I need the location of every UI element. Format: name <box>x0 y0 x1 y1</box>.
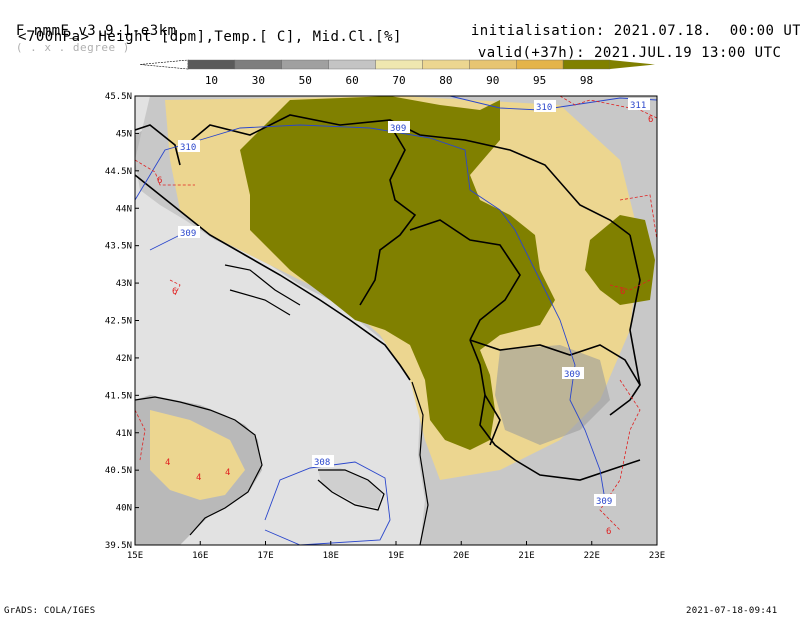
country-borders <box>134 114 641 481</box>
valid-time: valid(+37h): 2021.JUL.19 13:00 UTC <box>460 29 781 61</box>
lat-tick-label: 43N <box>116 279 132 289</box>
temp-label: 4 <box>196 473 201 483</box>
lat-tick-label: 45.5N <box>105 92 132 102</box>
lat-tick-label: 42.5N <box>105 317 132 327</box>
svg-text:310: 310 <box>180 143 196 153</box>
lat-tick-label: 39.5N <box>105 541 132 551</box>
svg-text:310: 310 <box>536 103 552 113</box>
height-label: 309 <box>594 494 616 507</box>
temp-label: 6 <box>606 527 611 537</box>
temperature-contours <box>134 95 658 531</box>
height-label: 308 <box>312 455 334 468</box>
plot-timestamp: 2021-07-18-09:41 <box>686 606 778 616</box>
longitude-axis: 15E 16E 17E 18E 19E 20E 21E 22E 23E <box>127 541 665 561</box>
salento-land <box>318 468 382 508</box>
colorbar-level-label: 80 <box>439 74 452 87</box>
temp-label: 6 <box>620 287 625 297</box>
lat-tick-label: 43.5N <box>105 242 132 252</box>
height-label: 309 <box>178 226 200 239</box>
svg-text:309: 309 <box>564 370 580 380</box>
temperature-contour-labels: 6 6 6 6 4 4 4 6 <box>157 115 653 537</box>
lat-tick-label: 44N <box>116 204 132 214</box>
lat-tick-label: 44.5N <box>105 167 132 177</box>
lon-tick-label: 22E <box>584 551 600 561</box>
cloud-band-italy <box>150 410 245 500</box>
colorbar-level-label: 90 <box>486 74 499 87</box>
height-label: 309 <box>562 367 584 380</box>
lat-tick-label: 45N <box>116 129 132 139</box>
colorbar-legend: 10 30 50 60 70 80 90 95 98 <box>140 59 655 87</box>
colorbar-level-label: 50 <box>299 74 312 87</box>
colorbar-level-label: 60 <box>345 74 358 87</box>
lon-tick-label: 16E <box>192 551 208 561</box>
temp-label: 6 <box>172 287 177 297</box>
lon-tick-label: 21E <box>518 551 534 561</box>
model-name: F-nmmE_v3.9.1-e3km <box>15 23 177 39</box>
svg-text:309: 309 <box>596 497 612 507</box>
temp-label: 4 <box>225 468 230 478</box>
lat-tick-label: 40N <box>116 504 132 514</box>
model-title: F-nmmE_v3.9.1-e3km ( . x . degree ) <box>0 7 177 55</box>
svg-text:309: 309 <box>180 229 196 239</box>
valid-value: 2021.JUL.19 13:00 UTC <box>593 45 782 61</box>
height-label: 311 <box>628 98 650 111</box>
overcast-main <box>240 96 555 450</box>
svg-text:311: 311 <box>630 101 646 111</box>
svg-text:308: 308 <box>314 458 330 468</box>
coastlines <box>134 264 429 546</box>
lat-tick-label: 41.5N <box>105 391 132 401</box>
height-label: 310 <box>534 100 556 113</box>
lat-tick-label: 40.5N <box>105 466 132 476</box>
field-description: <700hPa> Height [dpm],Temp.[ C], Mid.Cl.… <box>18 29 402 45</box>
latitude-axis: 45.5N 45N 44.5N 44N 43.5N 43N 42.5N 42N 41.5N 41N… <box>105 92 139 551</box>
lon-tick-label: 23E <box>649 551 665 561</box>
colorbar-level-label: 98 <box>580 74 593 87</box>
projection-note: ( . x . degree ) <box>15 41 130 54</box>
temp-label: 6 <box>157 176 162 186</box>
lon-tick-label: 20E <box>453 551 469 561</box>
software-credit: GrADS: COLA/IGES <box>4 606 96 616</box>
temp-label: 6 <box>648 115 653 125</box>
colorbar-level-label: 70 <box>392 74 405 87</box>
lon-tick-label: 18E <box>323 551 339 561</box>
init-value: 2021.07.18. 00:00 UTC <box>613 23 800 39</box>
height-label: 309 <box>388 121 410 134</box>
temp-label: 4 <box>165 458 170 468</box>
lat-tick-label: 41N <box>116 429 132 439</box>
init-time: initialisation: 2021.07.18. 00:00 UTC <box>453 7 800 39</box>
colorbar-level-label: 95 <box>533 74 546 87</box>
valid-label: valid(+37h): <box>477 45 586 61</box>
lon-tick-label: 17E <box>257 551 273 561</box>
svg-text:309: 309 <box>390 124 406 134</box>
overcast-east <box>585 215 655 305</box>
height-contour-labels: 309 310 310 311 309 309 308 309 <box>178 98 650 507</box>
lat-tick-label: 42N <box>116 354 132 364</box>
colorbar-level-label: 30 <box>252 74 265 87</box>
lon-tick-label: 15E <box>127 551 143 561</box>
lon-tick-label: 19E <box>388 551 404 561</box>
colorbar-level-label: 10 <box>205 74 218 87</box>
height-label: 310 <box>178 140 200 153</box>
colorbar-upper-arrow <box>610 60 655 69</box>
init-label: initialisation: <box>470 23 605 39</box>
